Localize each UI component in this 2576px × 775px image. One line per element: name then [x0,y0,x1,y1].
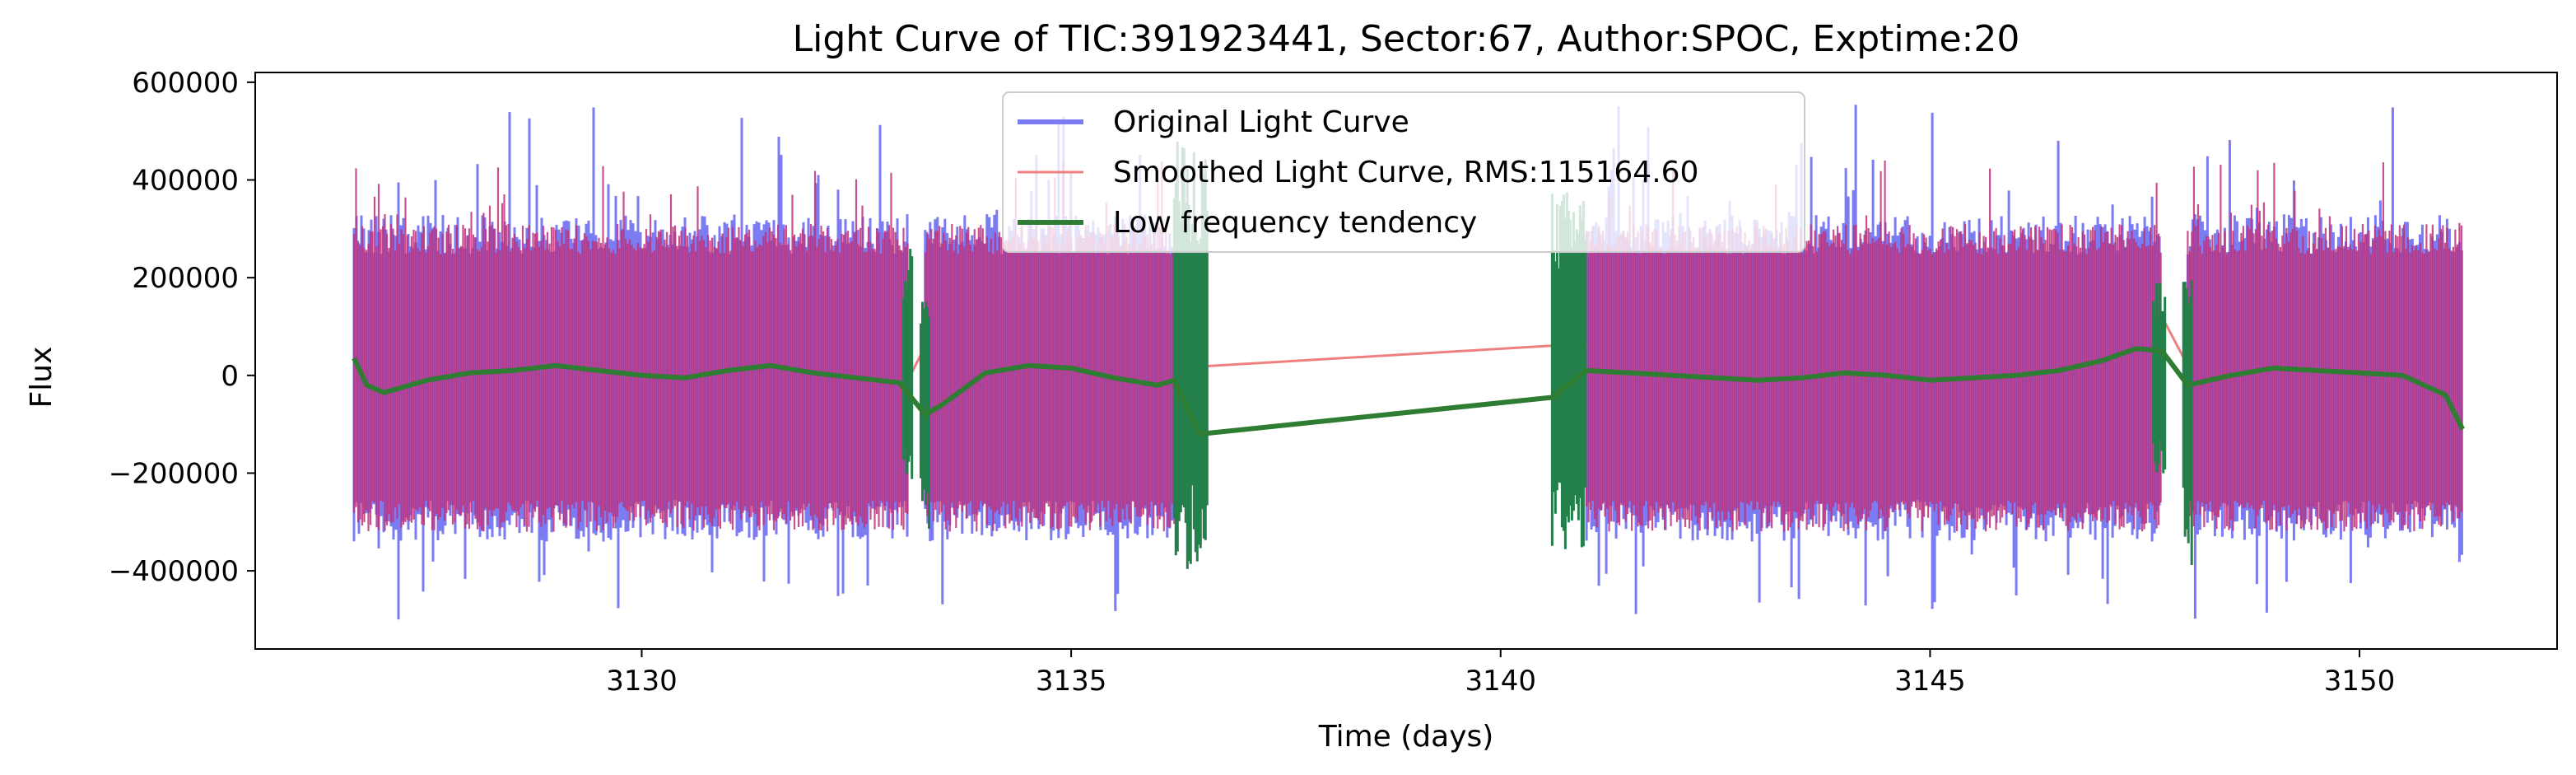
y-axis-label: Flux [25,347,58,409]
x-tick-label: 3145 [1894,665,1966,698]
trend-burst-1 [920,301,930,529]
x-tick-label: 3130 [606,665,678,698]
legend-entry-label: Smoothed Light Curve, RMS:115164.60 [1113,156,1698,189]
y-tick-label: −400000 [109,555,239,588]
smoothed-gap-line-1 [1174,342,1587,370]
trend-burst-5 [2182,280,2193,565]
y-tick-label: 0 [221,360,239,393]
x-tick-label: 3135 [1036,665,1107,698]
y-tick-label: 600000 [132,67,239,100]
y-tick-label: 200000 [132,262,239,295]
x-tick-label: 3150 [2324,665,2396,698]
legend-entry-label: Original Light Curve [1113,105,1409,139]
trend-burst-2 [1172,142,1209,569]
trend-line [352,346,2465,437]
legend-entry-label: Low frequency tendency [1113,206,1477,240]
plot-area [352,105,2465,620]
trend-burst-4 [2152,282,2167,474]
y-tick-label: 400000 [132,165,239,198]
legend-box [1002,91,1805,253]
chart-title: Light Curve of TIC:391923441, Sector:67,… [793,18,2020,60]
x-axis-label: Time (days) [1318,720,1494,754]
y-tick-label: −200000 [109,457,239,490]
axes: 3130 3135 3140 3145 3150 −400000 −200000 0 20000… [109,67,2558,698]
trend-burst-0 [902,249,914,479]
axes-frame [254,72,2558,650]
legend: Original Light Curve Smoothed Light Curve… [1002,91,1805,253]
x-tick-label: 3140 [1465,665,1536,698]
